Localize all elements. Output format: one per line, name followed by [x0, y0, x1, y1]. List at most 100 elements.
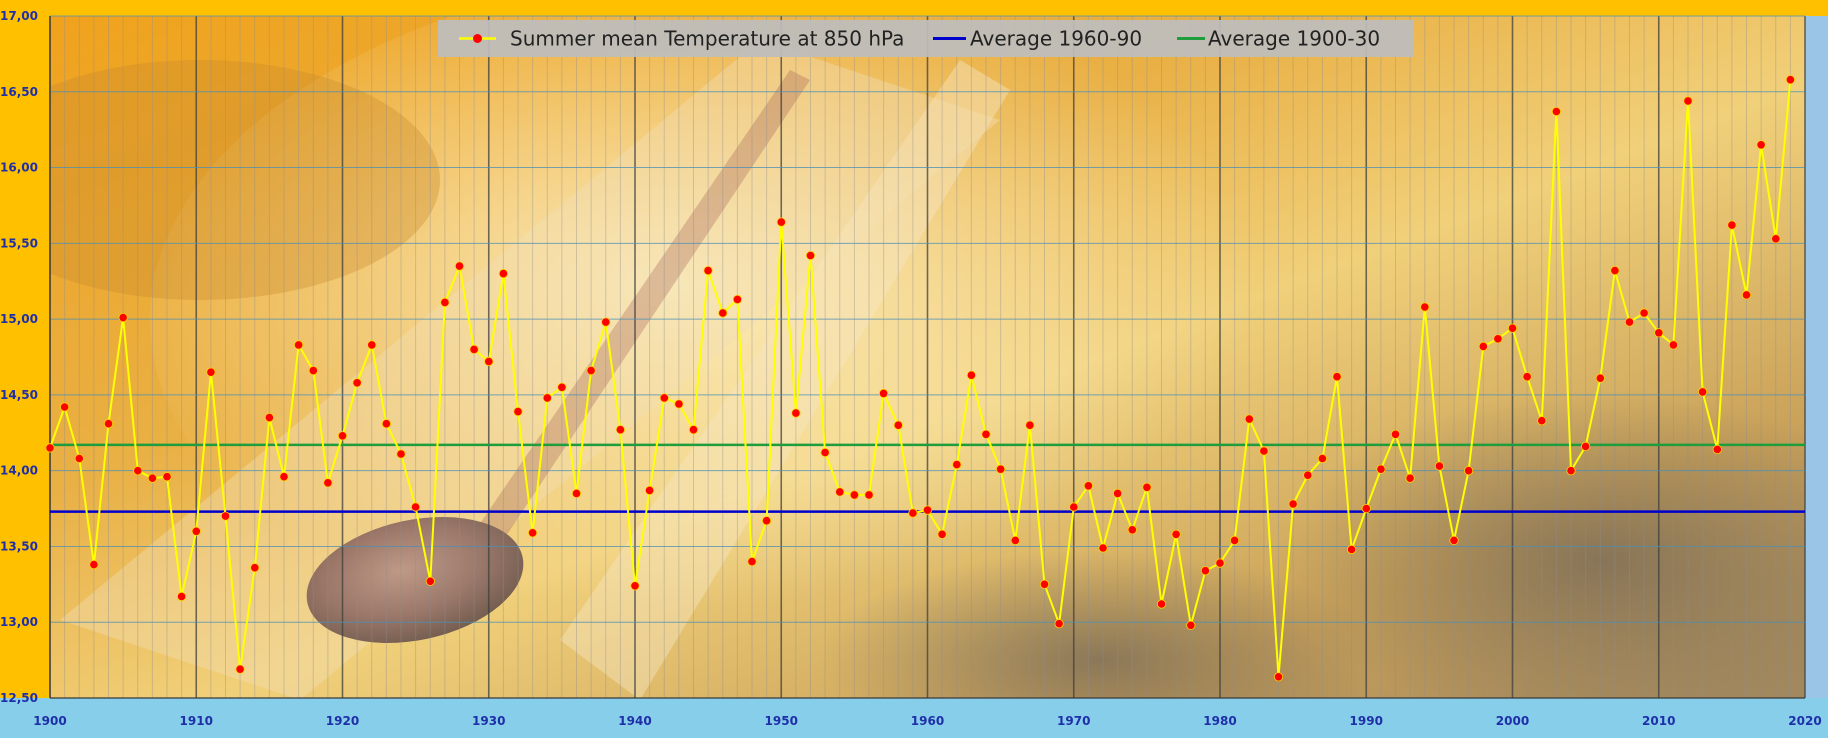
data-point	[425, 576, 435, 586]
data-point	[893, 420, 903, 430]
legend-background	[438, 20, 1414, 57]
x-tick-label: 2020	[1788, 714, 1821, 728]
x-tick-label: 1920	[326, 714, 359, 728]
data-point	[1142, 482, 1152, 492]
data-point	[1039, 579, 1050, 589]
data-point	[820, 447, 830, 458]
data-point	[952, 459, 962, 470]
data-point	[1741, 290, 1752, 300]
data-point	[177, 591, 187, 602]
thermometer-illustration	[60, 40, 1010, 698]
data-point	[1449, 535, 1459, 546]
data-point	[1127, 525, 1137, 535]
data-point	[250, 563, 260, 573]
data-point	[59, 402, 70, 412]
data-point	[469, 344, 479, 354]
x-tick-label: 1980	[1203, 714, 1236, 728]
x-tick-label: 2000	[1496, 714, 1529, 728]
data-point	[527, 528, 538, 538]
data-point	[864, 490, 874, 500]
x-tick-label: 1970	[1057, 714, 1090, 728]
data-point	[103, 419, 114, 429]
data-point	[323, 478, 333, 488]
x-tick-label: 1940	[618, 714, 651, 728]
data-point	[1390, 429, 1401, 439]
data-point	[1464, 466, 1474, 476]
x-tick-label: 1990	[1350, 714, 1383, 728]
data-point	[381, 419, 391, 429]
data-point	[1215, 558, 1225, 568]
data-point	[147, 473, 157, 483]
x-tick-label: 1900	[33, 714, 66, 728]
data-point	[835, 487, 845, 497]
data-point	[1098, 543, 1108, 553]
data-point	[45, 443, 55, 453]
data-point	[513, 406, 523, 417]
data-point	[1654, 328, 1664, 338]
data-point	[1361, 503, 1371, 514]
data-point	[191, 526, 201, 536]
data-point	[1025, 420, 1035, 430]
data-point	[1610, 265, 1620, 276]
data-point	[1405, 473, 1415, 483]
data-point	[1010, 535, 1020, 546]
data-point	[674, 399, 684, 409]
data-point	[995, 464, 1006, 474]
data-point	[1639, 308, 1649, 318]
data-point	[264, 412, 274, 423]
data-point	[1156, 599, 1167, 609]
data-point	[718, 308, 728, 318]
data-point	[966, 370, 977, 380]
data-point	[1186, 620, 1196, 630]
data-point	[688, 425, 699, 435]
y-tick-label: 13,00	[0, 615, 38, 629]
data-point	[1624, 317, 1635, 327]
data-point	[396, 449, 406, 459]
data-point	[279, 472, 289, 482]
data-point	[1771, 234, 1781, 244]
data-point	[410, 502, 421, 512]
data-point	[644, 485, 655, 495]
data-point	[1566, 466, 1576, 476]
axes	[49, 16, 1805, 699]
y-tick-label: 13,50	[0, 539, 38, 553]
legend-swatch-temperature-marker	[473, 34, 482, 43]
top-border	[0, 0, 1828, 16]
x-tick-label: 1930	[472, 714, 505, 728]
data-point	[1493, 334, 1503, 344]
gridlines	[49, 15, 1806, 699]
data-point	[1200, 566, 1211, 576]
y-tick-label: 16,00	[0, 161, 38, 175]
x-tick-label: 1960	[911, 714, 944, 728]
data-point	[74, 453, 84, 464]
y-tick-label: 17,00	[0, 9, 38, 23]
y-tick-label: 15,00	[0, 312, 38, 326]
legend-item-summer-temperature: Summer mean Temperature at 850 hPa	[459, 27, 904, 51]
data-point	[1332, 372, 1342, 382]
data-point	[133, 466, 143, 476]
y-tick-label: 14,50	[0, 388, 38, 402]
x-tick-label: 1950	[765, 714, 798, 728]
data-point	[1171, 529, 1181, 539]
data-point	[1785, 75, 1796, 85]
data-point	[1756, 140, 1766, 150]
data-point	[1054, 619, 1064, 629]
legend: Summer mean Temperature at 850 hPa Avera…	[438, 20, 1414, 57]
data-point	[542, 393, 552, 403]
data-point	[908, 508, 918, 518]
data-point	[615, 425, 626, 435]
data-point	[89, 559, 99, 570]
data-point	[1347, 544, 1357, 555]
bottom-axis-band	[0, 698, 1828, 738]
data-point	[922, 505, 933, 515]
data-point	[1288, 499, 1298, 509]
data-point	[1273, 672, 1284, 682]
legend-label-temperature: Summer mean Temperature at 850 hPa	[510, 27, 904, 51]
data-point	[981, 429, 991, 439]
tick-labels: 12,50 13,00 13,50 14,00 14,50 15,00 15,50 16,00…	[0, 9, 1822, 728]
data-point	[1522, 372, 1532, 382]
data-point	[1434, 461, 1445, 471]
legend-item-average-1960-90: Average 1960-90	[933, 27, 1142, 51]
data-point	[352, 378, 362, 388]
